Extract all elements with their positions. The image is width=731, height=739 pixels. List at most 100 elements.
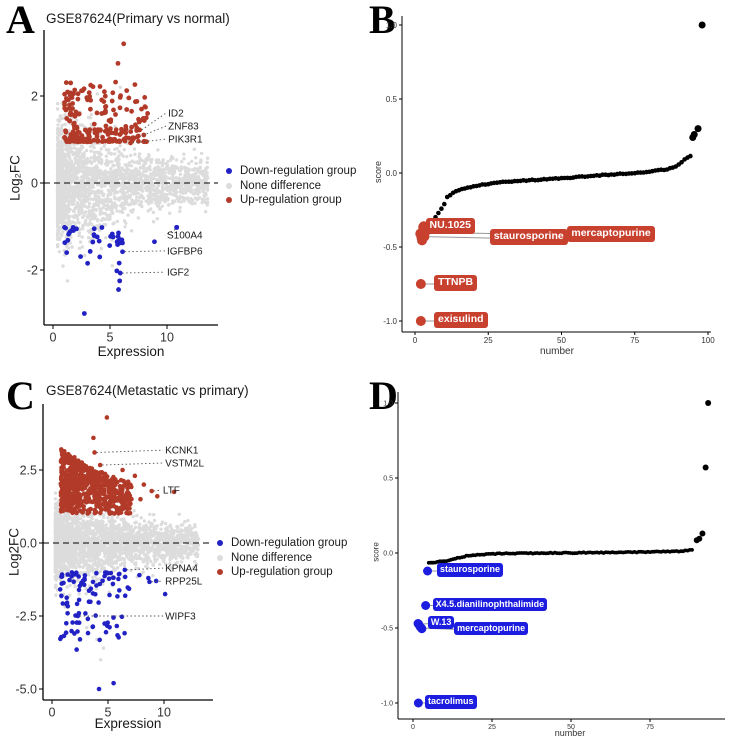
- gene-point-IGFBP6: [120, 249, 125, 255]
- gene-point-KCNK1: [92, 450, 97, 455]
- drug-point-tacrolimus: [413, 698, 423, 708]
- rank-score-plot-d: 0 25 50 751.00.50.0-0.5-1.0: [381, 392, 725, 731]
- svg-text:2.5: 2.5: [20, 463, 37, 477]
- outlier-point: [702, 464, 709, 471]
- rank-score-plot-b: 0 25 50 75 100 1.0 0.5 0.0 -0.5 -1.0: [383, 16, 715, 345]
- legend-item-none: None difference: [217, 550, 347, 564]
- legend-item-up: Up-regulation group: [217, 565, 347, 579]
- drug-point-X4.5.dianilinophthalimide: [421, 601, 431, 610]
- svg-text:5: 5: [105, 706, 112, 720]
- gene-label-IGFBP6: IGFBP6: [167, 246, 203, 257]
- panel-letter-b: B: [369, 0, 396, 42]
- gene-label-S100A4: S100A4: [167, 231, 203, 242]
- x-axis-label-a: Expression: [97, 344, 165, 359]
- drug-label-x4-5-dianilinophthalimide: X4.5.dianilinophthalimide: [432, 597, 548, 612]
- panel-b: B score number 0 25 50 75 100 1.0 0.5 0.0 -0.5 -1…: [365, 0, 731, 370]
- svg-text:10: 10: [157, 706, 171, 720]
- svg-text:2: 2: [31, 89, 38, 103]
- svg-text:-2.5: -2.5: [15, 609, 37, 623]
- svg-text:100: 100: [701, 336, 715, 345]
- svg-text:-0.5: -0.5: [383, 243, 397, 252]
- svg-text:0: 0: [413, 336, 418, 345]
- scatter-plot-a: 0 5 10 2 0 -2 ID2 ZNF83 PIK3R1 S100A4 IGFBP6 IGF2: [27, 30, 218, 345]
- gene-label-ZNF83: ZNF83: [168, 122, 199, 133]
- outlier-point: [699, 530, 706, 537]
- down-regulation-points: [57, 570, 168, 692]
- gene-label-PIK3R1: PIK3R1: [168, 135, 203, 146]
- gene-label-LTF: LTF: [163, 486, 180, 497]
- gene-point-S100A4: [174, 224, 180, 230]
- legend-item-down: Down-regulation group: [217, 536, 347, 550]
- legend-item-down: Down-regulation group: [226, 164, 356, 178]
- drug-point-exisulind: [415, 316, 426, 326]
- svg-text:1.0: 1.0: [386, 21, 398, 30]
- gene-point-PIK3R1: [128, 140, 133, 146]
- svg-text:25: 25: [484, 336, 493, 345]
- svg-text:0: 0: [31, 176, 38, 190]
- highlighted-drug-points: [413, 566, 433, 708]
- svg-text:-5.0: -5.0: [15, 682, 37, 696]
- legend-marker-none-icon: [226, 182, 232, 189]
- gene-labels: ID2 ZNF83 PIK3R1 S100A4 IGFBP6 IGF2: [117, 108, 203, 279]
- panel-title-c: GSE87624(Metastatic vs primary): [46, 383, 249, 398]
- panel-a: A GSE87624(Primary vs normal) Log₂FC Exp…: [0, 0, 365, 370]
- svg-text:50: 50: [557, 336, 566, 345]
- drug-point-TTNPB: [415, 279, 426, 289]
- legend-marker-down-icon: [226, 168, 232, 175]
- drug-point-staurosporine: [423, 566, 433, 576]
- gene-label-WIPF3: WIPF3: [165, 612, 196, 623]
- drug-label-nu-1025: NU.1025: [425, 218, 475, 234]
- drug-label-w-13: W.13: [427, 615, 455, 630]
- drug-label-mercaptopurine: mercaptopurine: [454, 621, 529, 636]
- panel-letter-c: C: [6, 373, 35, 418]
- axes: 0 5 10 2.5 0.0 -2.5 -5.0: [15, 404, 213, 720]
- legend-marker-none-icon: [217, 554, 223, 561]
- gene-label-VSTM2L: VSTM2L: [165, 458, 204, 469]
- drug-label-staurosporine: staurosporine: [437, 563, 504, 577]
- legend-item-none: None difference: [226, 178, 356, 192]
- panel-title-a: GSE87624(Primary vs normal): [46, 11, 230, 26]
- outlier-point: [698, 21, 706, 29]
- legend-item-up: Up-regulation group: [226, 193, 356, 207]
- drug-label-ttnpb: TTNPB: [434, 275, 478, 291]
- up-regulation-points: [58, 415, 177, 516]
- svg-text:0: 0: [49, 706, 56, 720]
- outlier-point: [696, 535, 703, 542]
- legend-marker-up-icon: [226, 196, 232, 203]
- svg-text:75: 75: [630, 336, 639, 345]
- score-curve-points: [426, 400, 712, 565]
- gene-label-RPP25L: RPP25L: [165, 576, 203, 587]
- outlier-point: [694, 125, 702, 133]
- svg-text:10: 10: [160, 331, 174, 345]
- gene-label-IGF2: IGF2: [167, 268, 190, 279]
- legend-c: Down-regulation group None difference Up…: [217, 536, 347, 579]
- highlighted-drug-points: [415, 221, 431, 326]
- x-axis-label-b: number: [540, 346, 574, 357]
- gene-point-LTF: [149, 488, 154, 494]
- gene-label-KCNK1: KCNK1: [165, 446, 199, 457]
- gene-point-RPP25L: [147, 579, 152, 585]
- outlier-point: [705, 400, 712, 406]
- gene-point-ZNF83: [134, 134, 140, 140]
- up-regulation-points: [62, 41, 151, 145]
- drug-label-exisulind: exisulind: [434, 312, 488, 328]
- score-curve-points: [430, 21, 706, 224]
- svg-text:-1.0: -1.0: [383, 317, 397, 326]
- drug-point-mercaptopurine: [416, 623, 426, 633]
- svg-text:0.0: 0.0: [20, 536, 37, 550]
- axes: 0 25 50 751.00.50.0-0.5-1.0: [381, 392, 725, 731]
- gene-point-ID2: [137, 127, 143, 133]
- gene-label-ID2: ID2: [168, 108, 184, 119]
- none-difference-points: [55, 85, 210, 283]
- down-regulation-points: [62, 224, 180, 316]
- drug-label-tacrolimus: tacrolimus: [425, 695, 477, 709]
- gene-point-VSTM2L: [97, 462, 103, 468]
- x-axis-label-c: Expression: [94, 716, 162, 731]
- panel-c: C GSE87624(Metastatic vs primary) Log2FC…: [0, 370, 365, 739]
- drug-label-leaders: [418, 570, 458, 704]
- axes: 0 5 10 2 0 -2: [27, 30, 218, 345]
- axes: 0 25 50 75 100 1.0 0.5 0.0 -0.5 -1.0: [383, 16, 715, 345]
